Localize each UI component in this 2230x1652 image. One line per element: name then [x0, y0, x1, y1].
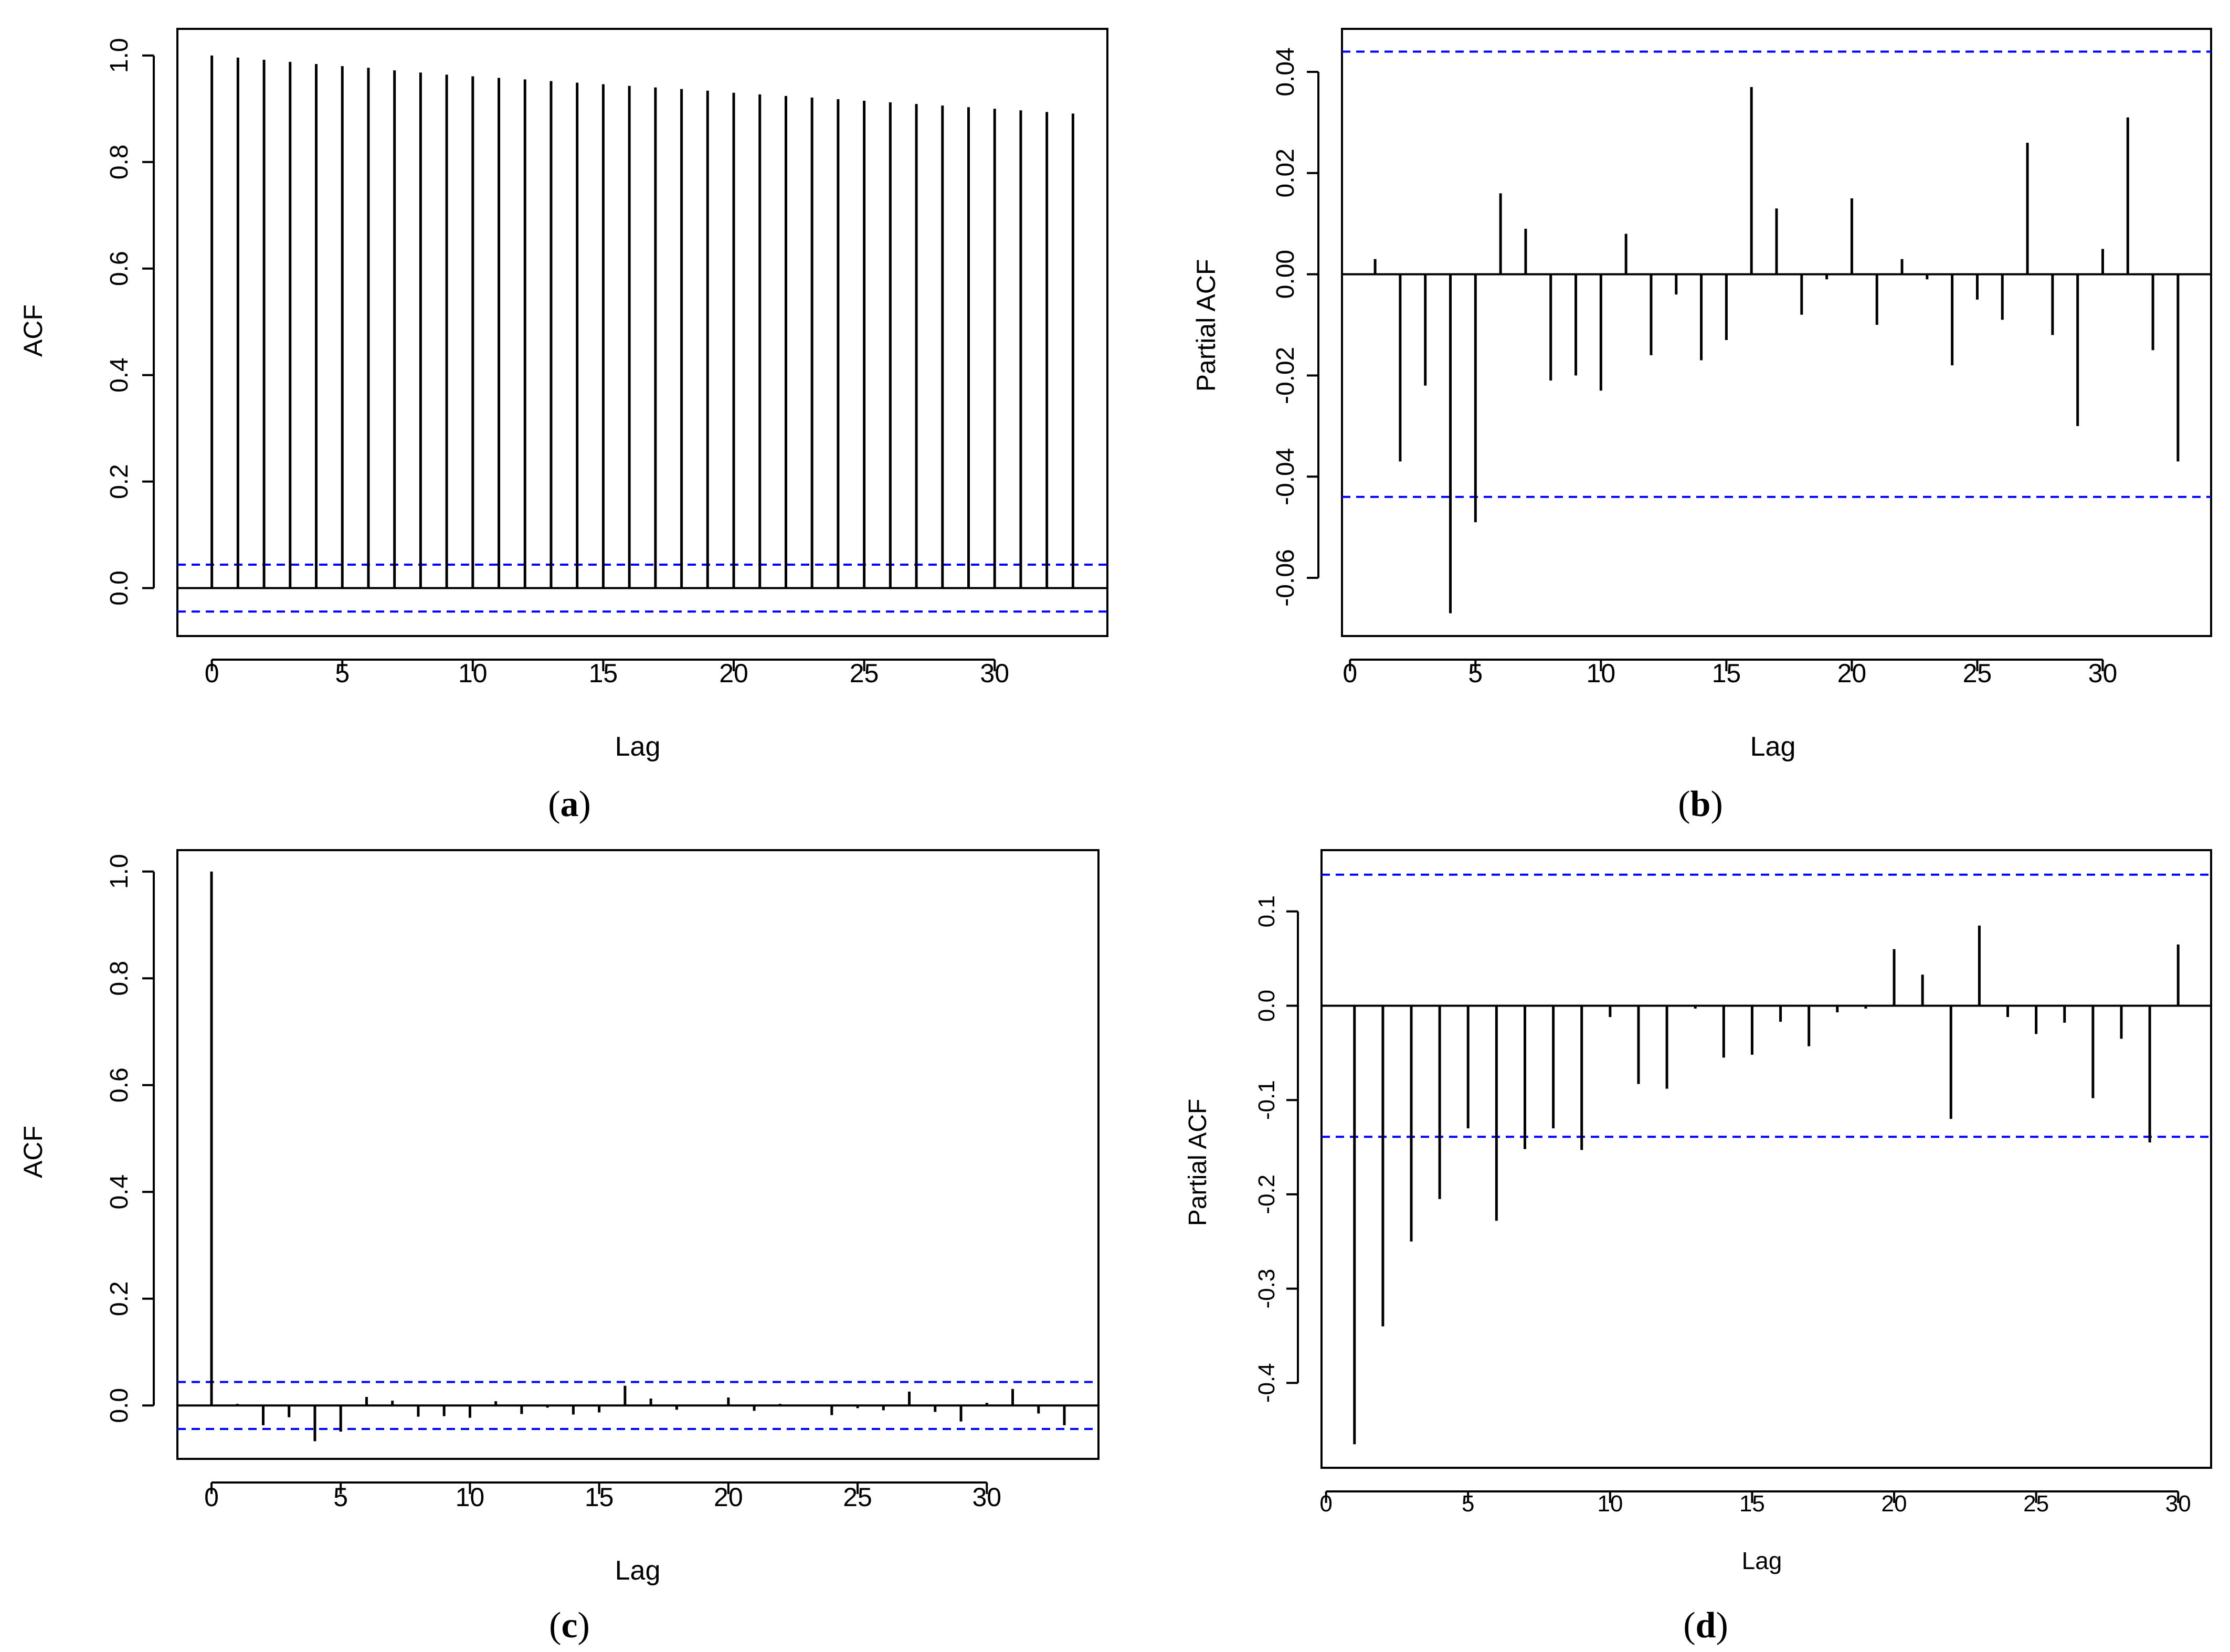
panel-c-x-tick-label: 15 [585, 1482, 614, 1512]
panel-b-xlabel: Lag [1750, 732, 1796, 762]
panel-a-x-tick-label: 30 [980, 659, 1009, 688]
panel-a-plot-frame [176, 28, 1108, 637]
panel-c-xlabel: Lag [615, 1555, 661, 1586]
panel-b-y-tick-label: -0.06 [1272, 549, 1299, 606]
panel-a-x-tick-label: 5 [335, 659, 350, 688]
panel-b-x-tick-label: 0 [1343, 659, 1357, 688]
panel-c-y-tick-label: 0.0 [105, 1388, 133, 1423]
panel-c-y-tick-label: 1.0 [105, 854, 133, 889]
panel-c-x-tick-label: 25 [843, 1482, 872, 1512]
panel-d-x-tick-label: 5 [1462, 1491, 1474, 1517]
panel-d-x-tick-label: 10 [1597, 1491, 1623, 1517]
panel-a-y-tick-label: 0.2 [105, 464, 133, 499]
panel-c-y-tick-label: 0.4 [105, 1174, 133, 1210]
panel-d-plot-frame [1320, 849, 2212, 1469]
panel-d-y-tick-label: 0.1 [1254, 895, 1280, 927]
panel-c: ACF Lag (c) 0 5 10 15 20 25 30 0.0 0.2 0.4 0.6 0.8 1… [18, 849, 1100, 1646]
panel-d-y-tick-label: -0.4 [1254, 1363, 1280, 1403]
panel-b-y-tick-label: -0.04 [1272, 448, 1299, 505]
panel-c-x-tick-label: 5 [333, 1482, 348, 1512]
panel-c-x-tick-label: 30 [972, 1482, 1001, 1512]
panel-c-ylabel: ACF [18, 1126, 48, 1178]
panel-c-x-tick-label: 20 [714, 1482, 743, 1512]
panel-d-y-tick-label: -0.3 [1254, 1269, 1280, 1309]
panel-c-caption: (c) [549, 1605, 590, 1646]
panel-d-xlabel: Lag [1742, 1547, 1782, 1574]
panel-b-ylabel: Partial ACF [1191, 259, 1221, 392]
panel-a-ylabel: ACF [18, 304, 48, 357]
panel-a-y-tick-label: 0.4 [105, 357, 133, 393]
panel-b-y-tick-label: 0.04 [1272, 47, 1299, 96]
panel-d-x-tick-label: 30 [2165, 1491, 2191, 1517]
panel-c-plot-frame [176, 849, 1100, 1460]
panel-d-caption: (d) [1683, 1605, 1728, 1646]
panel-d-x-tick-label: 25 [2023, 1491, 2049, 1517]
panel-a-caption: (a) [548, 784, 591, 824]
panel-b-y-tick-label: -0.02 [1272, 347, 1299, 404]
panel-d-y-tick-label: -0.2 [1254, 1174, 1280, 1214]
panel-d-x-tick-label: 0 [1319, 1491, 1332, 1517]
panel-a-y-tick-label: 0.6 [105, 251, 133, 286]
panel-a: ACF Lag (a) 0 5 10 15 20 25 30 0.0 0.2 0.4 0.6 0.8 1… [18, 28, 1108, 824]
panel-d-x-tick-label: 20 [1882, 1491, 1907, 1517]
panel-a-x-tick-label: 0 [205, 659, 219, 688]
panel-a-y-tick-label: 1.0 [105, 38, 133, 73]
panel-d: Partial ACF Lag (d) 0 5 10 15 20 25 30 -0.4 -0.3… [1184, 849, 2212, 1646]
panel-d-x-tick-label: 15 [1739, 1491, 1765, 1517]
panel-b-x-tick-label: 25 [1963, 659, 1992, 688]
panel-b-plot-frame [1341, 28, 2212, 637]
panel-b-y-tick-label: 0.02 [1272, 149, 1299, 197]
panel-c-x-tick-label: 0 [204, 1482, 219, 1512]
panel-d-ylabel: Partial ACF [1184, 1099, 1212, 1226]
panel-c-y-tick-label: 0.6 [105, 1067, 133, 1103]
panel-b-x-tick-label: 30 [2088, 659, 2118, 688]
panel-c-x-tick-label: 10 [456, 1482, 485, 1512]
panel-a-x-tick-label: 10 [458, 659, 488, 688]
panel-a-x-tick-label: 25 [850, 659, 879, 688]
panel-a-xlabel: Lag [615, 732, 661, 762]
panel-b-x-tick-label: 20 [1837, 659, 1867, 688]
panel-c-y-tick-label: 0.8 [105, 961, 133, 996]
panel-c-y-tick-label: 0.2 [105, 1281, 133, 1316]
panel-a-x-tick-label: 20 [719, 659, 748, 688]
panel-a-x-tick-label: 15 [589, 659, 618, 688]
panel-a-y-tick-label: 0.8 [105, 144, 133, 179]
panel-d-y-tick-label: -0.1 [1254, 1080, 1280, 1120]
panel-b-y-tick-label: 0.00 [1272, 250, 1299, 299]
panel-b: Partial ACF Lag (b) 0 5 10 15 20 25 30 -0.06 -0.… [1191, 28, 2212, 824]
panel-a-y-tick-label: 0.0 [105, 570, 133, 606]
panel-b-caption: (b) [1678, 784, 1723, 824]
panel-d-y-tick-label: 0.0 [1254, 990, 1280, 1022]
panel-b-x-tick-label: 10 [1587, 659, 1616, 688]
panel-b-x-tick-label: 15 [1712, 659, 1741, 688]
panel-b-x-tick-label: 5 [1468, 659, 1483, 688]
